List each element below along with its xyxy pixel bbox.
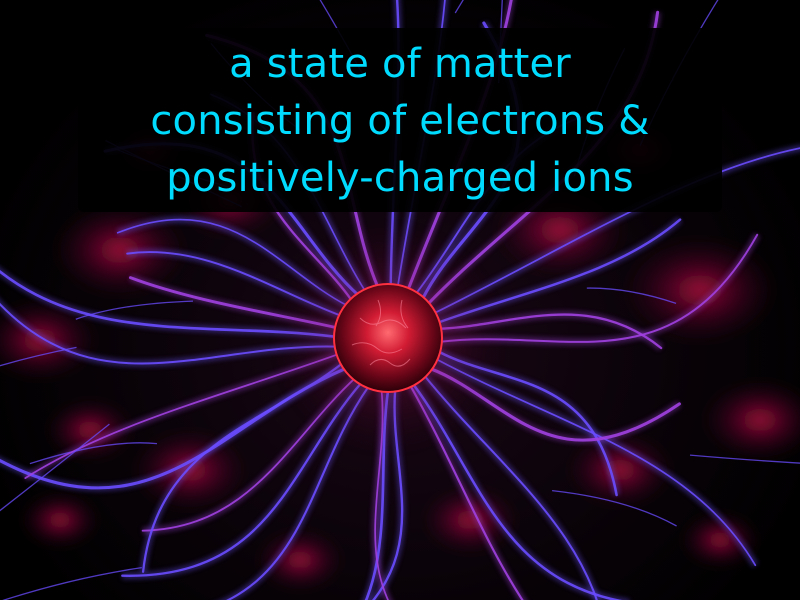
plasma-filament-branch xyxy=(2,566,142,600)
plasma-filament-branch xyxy=(552,489,677,527)
glow-blob xyxy=(680,512,760,568)
glow-blob xyxy=(255,528,345,592)
glow-blob xyxy=(45,398,135,462)
plasma-core xyxy=(333,283,443,393)
glow-blob xyxy=(700,378,800,462)
glow-blob xyxy=(420,485,520,555)
plasma-filament-branch xyxy=(586,287,677,305)
core-veins xyxy=(351,299,411,367)
plasma-filament-branch xyxy=(0,423,110,512)
plasma-filament-branch xyxy=(75,300,194,320)
glow-blob xyxy=(565,431,675,509)
caption-line-1: a state of matter xyxy=(229,40,571,87)
glow-blobs xyxy=(0,118,800,592)
caption-line-3: positively-charged ions xyxy=(166,154,634,201)
glow-blob xyxy=(20,492,100,548)
caption-line-2: consisting of electrons & xyxy=(150,97,650,144)
definition-caption: a state of matter consisting of electron… xyxy=(78,28,722,212)
plasma-filament-branch xyxy=(29,442,158,465)
plasma-filament-branch xyxy=(689,454,800,464)
glow-blob xyxy=(620,234,780,346)
plasma-filament-branch xyxy=(0,346,77,367)
